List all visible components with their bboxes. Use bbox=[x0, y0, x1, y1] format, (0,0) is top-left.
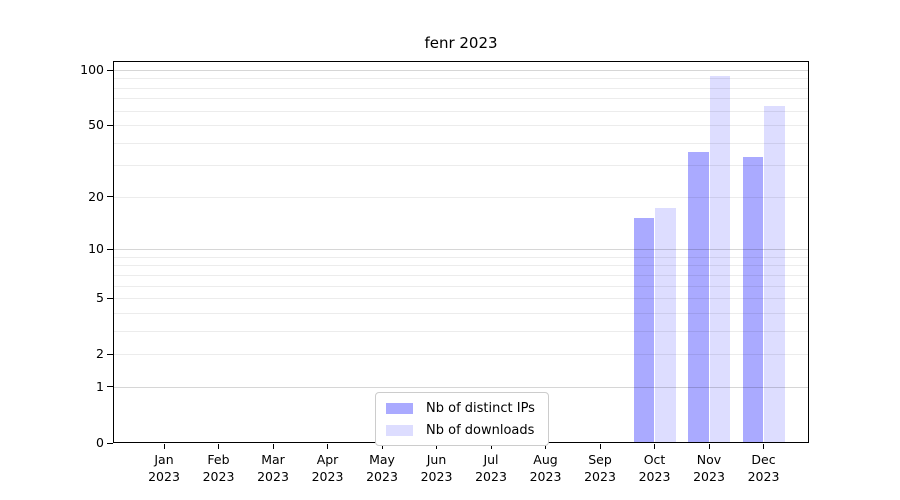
x-axis-tick bbox=[272, 444, 274, 449]
y-axis-tick bbox=[107, 248, 113, 250]
x-axis-tick bbox=[545, 444, 546, 449]
legend: Nb of distinct IPs Nb of downloads bbox=[375, 392, 549, 446]
y-axis-tick-label: 100 bbox=[80, 62, 104, 77]
y-gridline-minor bbox=[114, 78, 808, 80]
x-axis-month-label: Mar 2023 bbox=[257, 452, 289, 484]
legend-item-nb-of-distinct-ips: Nb of distinct IPs bbox=[386, 397, 535, 419]
x-axis-month-label: Jun 2023 bbox=[420, 452, 453, 484]
y-axis-tick bbox=[107, 442, 113, 444]
bar-nov-nb-of-downloads bbox=[709, 75, 730, 442]
x-axis-tick bbox=[381, 444, 383, 449]
y-gridline-minor bbox=[114, 125, 808, 127]
x-axis-month-label: Jul 2023 bbox=[475, 452, 507, 484]
x-axis-month-label: Nov 2023 bbox=[693, 452, 725, 484]
y-axis-tick bbox=[107, 297, 113, 299]
y-axis-tick-label: 50 bbox=[88, 117, 104, 133]
legend-swatch-nb-of-downloads bbox=[386, 424, 413, 436]
y-axis-tick-label: 5 bbox=[96, 290, 104, 306]
bar-oct-nb-of-downloads bbox=[655, 208, 676, 442]
legend-item-nb-of-downloads: Nb of downloads bbox=[386, 419, 535, 441]
x-axis-tick bbox=[599, 444, 601, 449]
y-gridline-minor bbox=[114, 142, 808, 144]
x-axis-tick bbox=[327, 444, 328, 449]
x-axis-month-label: Dec 2023 bbox=[747, 452, 780, 484]
y-axis-tick-label: 0 bbox=[96, 435, 104, 450]
x-axis-month-label: Aug 2023 bbox=[529, 452, 562, 484]
y-axis-tick-label: 20 bbox=[88, 188, 104, 204]
x-axis-month-label: Feb 2023 bbox=[202, 452, 235, 484]
y-axis-tick bbox=[107, 353, 113, 355]
legend-swatch-nb-of-distinct-ips bbox=[386, 402, 413, 414]
bar-oct-nb-of-distinct-ips bbox=[633, 217, 654, 442]
y-axis-tick bbox=[107, 386, 113, 388]
x-axis-tick bbox=[708, 444, 710, 449]
y-axis-tick bbox=[107, 124, 113, 126]
x-axis-tick bbox=[218, 444, 219, 449]
x-axis-month-label: May 2023 bbox=[366, 452, 398, 484]
y-axis-tick-label: 2 bbox=[96, 346, 104, 362]
y-gridline-minor bbox=[114, 98, 808, 100]
y-gridline-major bbox=[114, 70, 808, 71]
y-gridline-minor bbox=[114, 110, 808, 112]
x-axis-tick bbox=[436, 444, 437, 449]
x-axis-month-label: Sep 2023 bbox=[584, 452, 616, 484]
y-axis-tick bbox=[107, 196, 113, 198]
bar-dec-nb-of-downloads bbox=[764, 105, 785, 442]
x-axis-month-label: Apr 2023 bbox=[311, 452, 344, 484]
y-axis-tick-label: 10 bbox=[88, 241, 104, 257]
plot-area bbox=[113, 61, 809, 443]
x-axis-tick bbox=[654, 444, 655, 449]
legend-label: Nb of downloads bbox=[426, 422, 535, 438]
x-axis-tick bbox=[490, 444, 492, 449]
y-gridline-minor bbox=[114, 87, 808, 89]
legend-label: Nb of distinct IPs bbox=[426, 400, 535, 416]
bar-dec-nb-of-distinct-ips bbox=[742, 157, 763, 442]
y-axis-tick-label: 1 bbox=[96, 378, 104, 394]
y-axis-tick bbox=[107, 69, 113, 71]
chart-title: fenr 2023 bbox=[424, 34, 498, 52]
x-axis-month-label: Oct 2023 bbox=[638, 452, 671, 484]
x-axis-month-label: Jan 2023 bbox=[148, 452, 180, 484]
x-axis-tick bbox=[763, 444, 764, 449]
bar-nov-nb-of-distinct-ips bbox=[688, 152, 709, 442]
x-axis-tick bbox=[163, 444, 165, 449]
